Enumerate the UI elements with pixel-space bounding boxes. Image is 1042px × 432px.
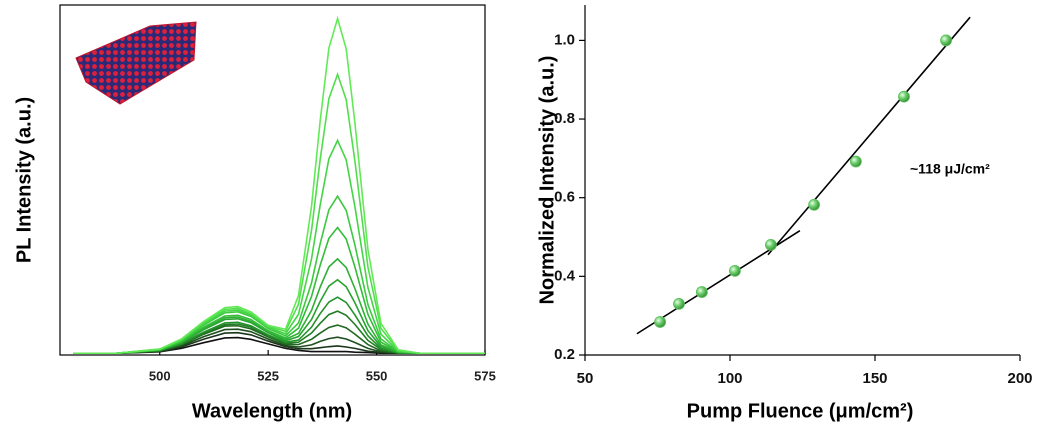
y-axis-label: Normalized Intensity (a.u.)	[536, 56, 558, 305]
x-tick-label: 50	[577, 370, 594, 387]
y-tick-label: 0.6	[554, 189, 575, 206]
annotation: ~118 μJ/cm²	[910, 161, 990, 177]
x-tick-label: 500	[149, 368, 171, 383]
x-tick-label: 200	[1007, 370, 1032, 387]
left-y-label-holder: PL Intensity (a.u.)	[13, 97, 35, 263]
spectrum-line	[73, 257, 485, 355]
x-tick-label: 150	[862, 370, 887, 387]
x-axis-label: Wavelength (nm)	[192, 400, 352, 422]
fit-line	[767, 16, 971, 256]
data-point	[898, 90, 910, 103]
spectrum-line	[73, 15, 485, 355]
spectrum-line	[73, 328, 485, 355]
spectrum-line	[73, 324, 485, 355]
data-point	[729, 264, 741, 277]
data-point	[940, 34, 952, 47]
spectrum-line	[73, 226, 485, 355]
y-tick-label: 0.2	[554, 346, 575, 363]
data-point	[764, 238, 777, 251]
y-axis-label: PL Intensity (a.u.)	[13, 97, 35, 263]
x-tick-label: 100	[717, 370, 742, 387]
spectrum-line	[73, 194, 485, 355]
spectrum-line	[73, 138, 485, 355]
crystal-inset	[75, 21, 197, 105]
plot-frame	[59, 4, 486, 356]
data-point	[695, 286, 708, 298]
y-tick-label: 0.8	[554, 110, 575, 127]
data-point	[849, 155, 862, 168]
spectrum-line	[73, 296, 485, 355]
x-tick-label: 525	[257, 368, 279, 383]
y-tick-label: 1.0	[554, 31, 575, 48]
x-tick-label: 550	[366, 368, 388, 383]
data-point	[654, 316, 667, 328]
data-point	[808, 198, 820, 211]
data-point	[673, 297, 685, 310]
y-tick-label: 0.4	[554, 267, 576, 284]
spectrum-line	[73, 71, 485, 355]
x-tick-label: 575	[474, 368, 496, 383]
x-axis-label: Pump Fluence (μm/cm²)	[687, 400, 914, 422]
